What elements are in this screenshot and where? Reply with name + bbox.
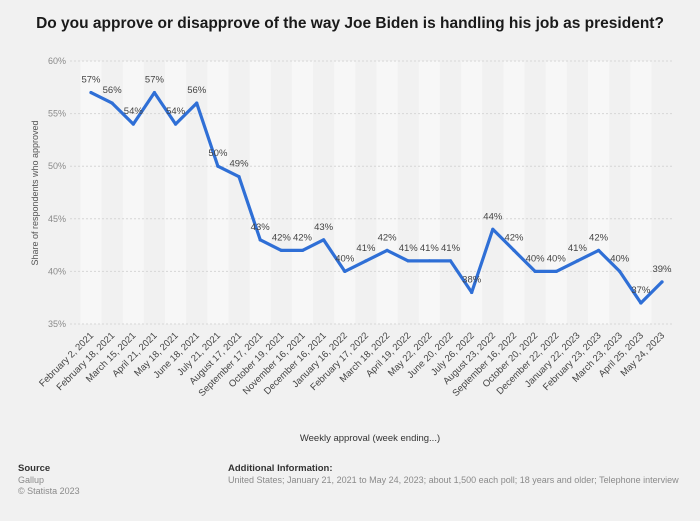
data-label: 40%: [335, 253, 355, 264]
data-point: [427, 259, 431, 263]
data-point: [300, 248, 305, 252]
column-band: [587, 61, 610, 324]
data-label: 56%: [187, 85, 207, 96]
data-label: 54%: [124, 106, 144, 117]
data-label: 43%: [314, 222, 334, 233]
data-label: 54%: [166, 106, 186, 117]
y-tick-label: 60%: [48, 56, 66, 66]
data-point: [596, 248, 601, 252]
data-label: 44%: [483, 211, 503, 222]
source-line: Gallup: [18, 474, 45, 485]
data-label: 57%: [81, 75, 101, 86]
additional-info-block: Additional Information: United States; J…: [228, 463, 679, 486]
data-label: 41%: [441, 243, 461, 254]
data-point: [575, 259, 580, 263]
y-tick-label: 50%: [48, 161, 66, 171]
data-label: 49%: [230, 159, 250, 170]
data-point: [237, 175, 241, 179]
additional-info-heading: Additional Information:: [228, 463, 333, 474]
data-label: 41%: [420, 243, 440, 254]
data-point: [491, 227, 495, 231]
data-label: 42%: [293, 232, 313, 243]
data-point: [406, 259, 410, 263]
x-axis-title: Weekly approval (week ending...): [300, 433, 440, 444]
data-point: [195, 101, 199, 105]
y-tick-label: 40%: [48, 266, 66, 276]
data-label: 42%: [589, 232, 609, 243]
y-tick-label: 45%: [48, 214, 66, 224]
data-point: [131, 122, 135, 126]
data-label: 42%: [378, 232, 398, 243]
data-point: [448, 259, 453, 263]
data-point: [110, 101, 114, 105]
data-label: 40%: [610, 253, 630, 264]
column-band: [80, 61, 102, 324]
data-labels: 57%56%54%57%54%56%50%49%43%42% 42%43%40%4…: [81, 75, 672, 296]
data-point: [364, 259, 368, 263]
data-point: [470, 290, 474, 295]
data-point: [173, 122, 178, 126]
data-label: 38%: [462, 274, 482, 285]
data-point: [343, 269, 347, 273]
data-label: 40%: [547, 253, 567, 264]
data-label: 43%: [251, 222, 271, 233]
column-band: [376, 61, 398, 324]
data-label: 42%: [504, 232, 524, 243]
data-label: 50%: [208, 148, 228, 159]
chart-title: Do you approve or disapprove of the way …: [36, 15, 664, 32]
data-label: 56%: [103, 85, 123, 96]
column-band: [249, 61, 271, 324]
data-point: [279, 248, 283, 252]
column-band: [334, 61, 356, 324]
data-label: 39%: [652, 264, 672, 275]
data-label: 37%: [631, 285, 651, 296]
column-band: [165, 61, 187, 324]
data-point: [618, 269, 622, 273]
column-band: [461, 61, 483, 324]
column-band: [207, 61, 229, 324]
data-point: [554, 269, 558, 273]
series-line-layer: [89, 90, 664, 305]
data-label: 41%: [356, 243, 376, 254]
data-point: [512, 248, 516, 252]
data-point: [533, 269, 537, 273]
y-axis-title: Share of respondents who approved: [30, 120, 40, 265]
column-band: [630, 61, 652, 324]
data-label: 41%: [568, 243, 588, 254]
data-point: [89, 90, 93, 95]
data-label: 40%: [526, 253, 546, 264]
column-bands: [80, 61, 652, 324]
copyright-line: © Statista 2023: [18, 486, 80, 496]
data-point: [322, 238, 326, 242]
data-point: [258, 238, 262, 242]
additional-info-text: United States; January 21, 2021 to May 2…: [228, 474, 679, 485]
column-band: [122, 61, 144, 324]
data-point: [660, 280, 664, 284]
column-band: [418, 61, 440, 324]
source-block: Source Gallup © Statista 2023: [18, 463, 80, 498]
data-label: 41%: [399, 243, 419, 254]
y-tick-label: 35%: [48, 319, 66, 329]
data-label: 57%: [145, 75, 165, 86]
data-point: [639, 301, 643, 305]
column-band: [545, 61, 567, 324]
data-label: 42%: [272, 232, 292, 243]
data-point: [152, 90, 157, 95]
column-band: [291, 61, 314, 324]
data-point: [385, 248, 389, 252]
data-point: [216, 164, 220, 168]
y-tick-label: 55%: [48, 109, 66, 119]
y-axis-ticks: 35% 40% 45% 50% 55% 60%: [48, 56, 66, 329]
series-line: [89, 90, 664, 305]
data-points: [89, 90, 664, 305]
column-band: [503, 61, 525, 324]
source-heading: Source: [18, 463, 51, 474]
